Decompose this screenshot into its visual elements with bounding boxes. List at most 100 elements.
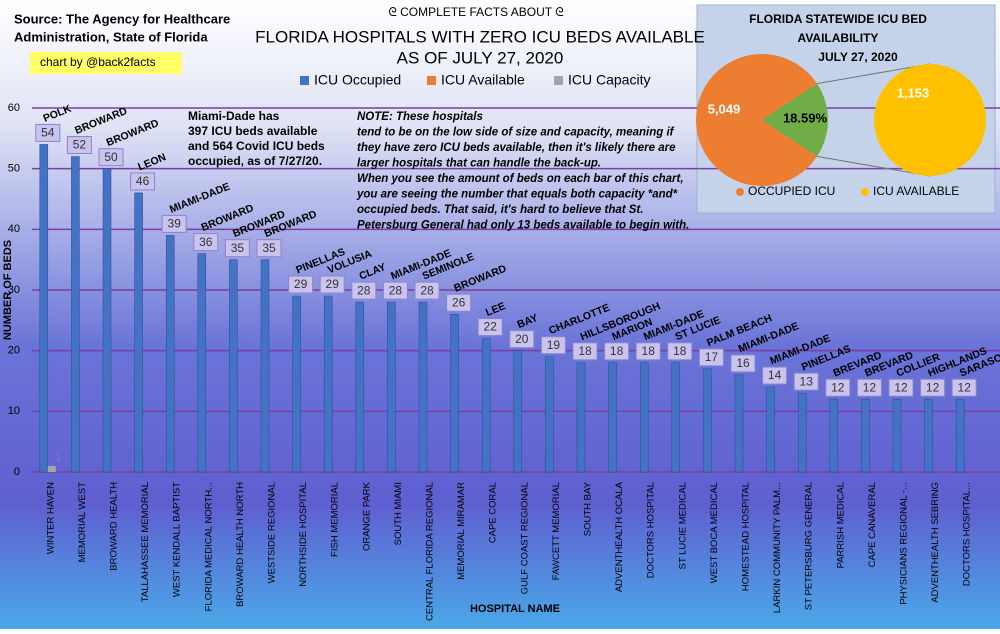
- value-label-box: [951, 378, 977, 397]
- value-label: 1: [56, 452, 61, 462]
- value-label-box: [319, 275, 345, 294]
- value-label: 19: [547, 338, 561, 352]
- value-label-box: [224, 239, 250, 258]
- value-label: 12: [894, 380, 908, 394]
- bar: [797, 392, 807, 473]
- value-label-box: [540, 336, 566, 355]
- x-tick-label: MEMORIAL WEST: [77, 482, 88, 563]
- value-label-box: [635, 342, 661, 361]
- value-label: 29: [294, 277, 308, 291]
- note-text: tend to be on the low side of size and c…: [357, 127, 675, 139]
- value-label: 16: [736, 356, 750, 370]
- pie-slice: [762, 83, 829, 157]
- x-tick-label: ADVENTHEALTH SEBRING: [930, 482, 941, 603]
- legend-label: ICU Available: [441, 72, 525, 88]
- value-label: 14: [768, 368, 782, 382]
- value-label-box: [382, 281, 408, 300]
- bar: [703, 368, 712, 473]
- bar: [102, 168, 112, 473]
- value-label-box: [477, 318, 503, 337]
- value-label-box: [256, 239, 282, 258]
- x-tick-label: PHYSICIANS REGIONAL -...: [899, 482, 910, 605]
- value-label: 1,153: [897, 85, 930, 100]
- value-label-box: [762, 366, 788, 385]
- value-label: 26: [452, 295, 466, 309]
- value-label: 28: [357, 283, 371, 297]
- value-label: 18: [673, 344, 687, 358]
- pie-title: FLORIDA STATEWIDE ICU BED: [749, 12, 927, 26]
- bar: [829, 398, 839, 473]
- bar: [39, 144, 49, 473]
- legend-label: ICU Capacity: [568, 72, 650, 88]
- value-label: 54: [41, 126, 55, 140]
- bar: [892, 398, 902, 473]
- value-label: 12: [863, 380, 877, 394]
- x-tick-label: WESTSIDE REGIONAL: [267, 482, 278, 583]
- x-axis-label: HOSPITAL NAME: [470, 603, 560, 615]
- note-text: occupied beds. That said, it's hard to b…: [357, 204, 643, 216]
- x-tick-label: BROWARD HEALTH: [109, 482, 120, 571]
- value-label: 18: [578, 344, 592, 358]
- credit-box: [30, 52, 182, 74]
- bar: [924, 398, 933, 473]
- detail-pie: [874, 64, 986, 176]
- chart-title: AS OF JULY 27, 2020: [397, 48, 564, 67]
- bar: [197, 253, 207, 473]
- note-text: you are seeing the number that equals bo…: [356, 189, 678, 201]
- pie-subtitle: JULY 27, 2020: [818, 50, 898, 64]
- x-tick-label: CENTRAL FLORIDA REGIONAL: [425, 482, 436, 621]
- source-text: Administration, State of Florida: [14, 29, 208, 44]
- value-label-box: [856, 378, 882, 397]
- pie-slice: [696, 53, 818, 186]
- source-text: Source: The Agency for Healthcare: [14, 11, 230, 26]
- value-label-box: [825, 378, 851, 397]
- x-tick-label: WEST KENDALL BAPTIST: [172, 482, 183, 597]
- value-label: 50: [104, 150, 118, 164]
- value-label: 28: [389, 283, 403, 297]
- legend-swatch: [554, 76, 563, 85]
- x-tick-label: DOCTORS HOSPITAL: [646, 482, 657, 578]
- bar: [576, 362, 586, 473]
- y-tick-label: 40: [8, 223, 20, 235]
- legend-label: ICU Occupied: [314, 72, 401, 88]
- y-axis-label: NUMBER OF BEDS: [2, 240, 14, 340]
- bar: [134, 192, 143, 473]
- bar: [955, 398, 965, 473]
- bar: [734, 374, 744, 473]
- value-label-box: [446, 293, 472, 312]
- bar: [513, 350, 523, 473]
- bar: [323, 295, 333, 473]
- value-label-box: [414, 281, 440, 300]
- bar: [355, 301, 365, 473]
- x-tick-label: BROWARD HEALTH NORTH: [235, 482, 246, 607]
- note-text: they have zero ICU beds available, then …: [357, 142, 676, 154]
- miami-note: and 564 Covid ICU beds: [188, 139, 325, 153]
- value-label: 13: [800, 374, 814, 388]
- value-label-box: [288, 275, 314, 294]
- x-tick-label: TALLAHASSEE MEMORIAL: [140, 482, 151, 602]
- bar: [387, 301, 396, 473]
- value-label-box: [35, 123, 61, 142]
- value-label-box: [509, 330, 535, 349]
- miami-note: 397 ICU beds available: [188, 124, 318, 138]
- x-tick-label: ST PETERSBURG GENERAL: [804, 482, 815, 610]
- value-label-box: [193, 233, 219, 252]
- value-label: 35: [262, 241, 276, 255]
- x-tick-label: ST LUCIE MEDICAL: [677, 482, 688, 569]
- y-tick-label: 50: [8, 163, 20, 175]
- x-tick-label: FLORIDA MEDICAL NORTH...: [203, 482, 214, 611]
- x-tick-label: HOMESTEAD HOSPITAL: [741, 482, 752, 591]
- value-label-box: [66, 136, 92, 155]
- credit: chart by @back2facts: [40, 55, 156, 69]
- value-label: 35: [231, 241, 245, 255]
- bar: [292, 295, 301, 473]
- x-tick-label: SOUTH BAY: [583, 481, 594, 536]
- value-label: 22: [484, 320, 498, 334]
- legend-label: ICU AVAILABLE: [873, 184, 959, 198]
- x-tick-label: DOCTORS HOSPITAL...: [962, 482, 973, 586]
- value-label-box: [667, 342, 693, 361]
- legend-swatch: [427, 76, 436, 85]
- legend-label: OCCUPIED ICU: [748, 184, 835, 198]
- x-tick-label: LARKIN COMMUNITY PALM...: [772, 482, 783, 613]
